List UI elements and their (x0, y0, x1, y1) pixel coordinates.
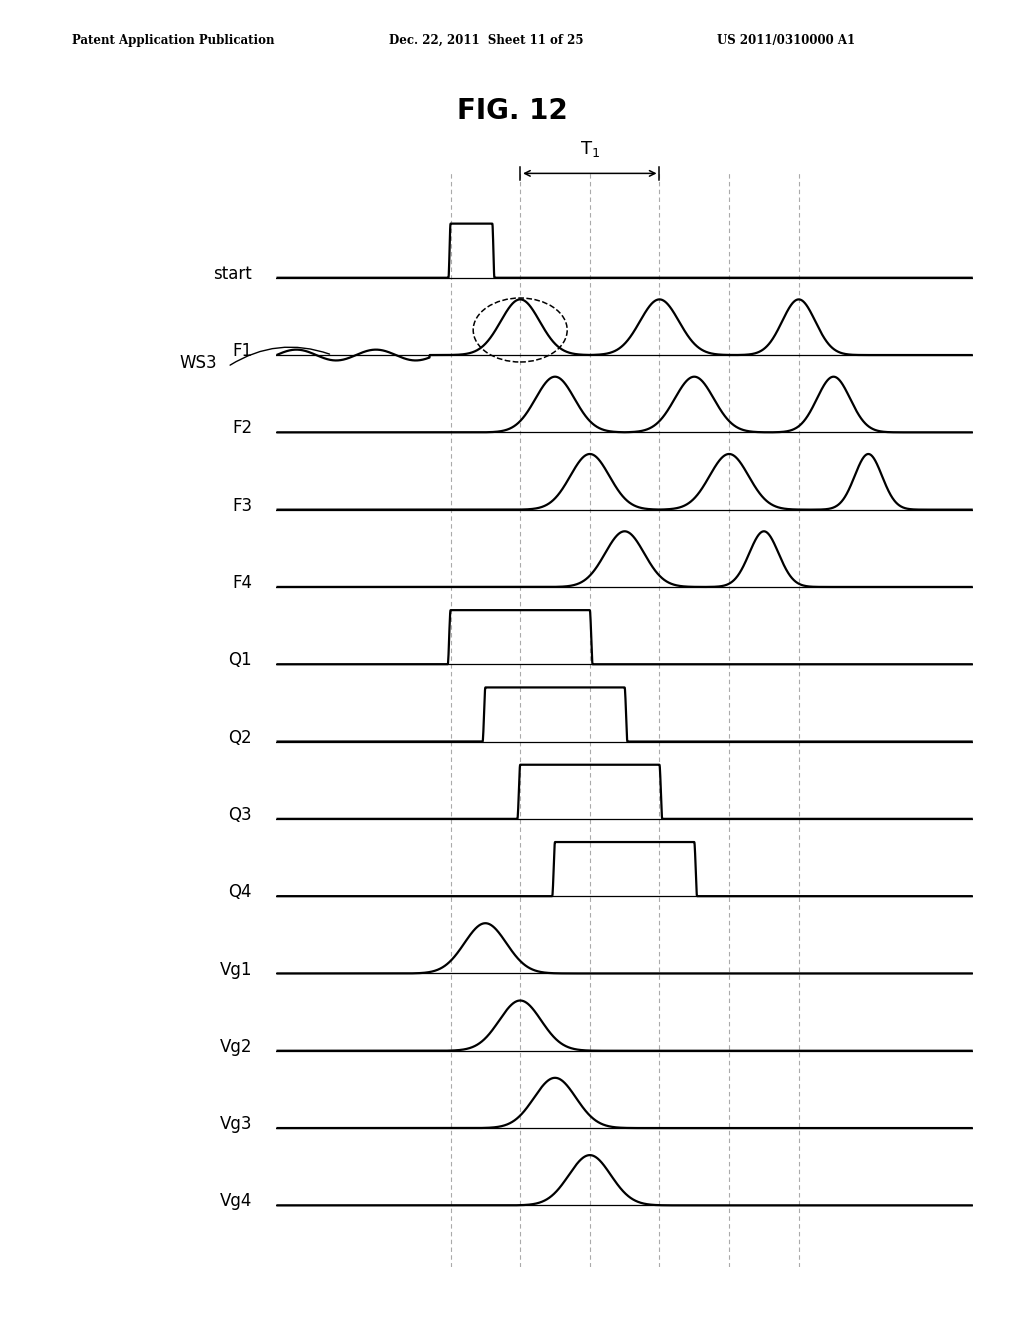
Text: Q1: Q1 (228, 651, 252, 669)
Text: start: start (213, 265, 252, 282)
Text: Vg4: Vg4 (220, 1192, 252, 1210)
Text: Q4: Q4 (228, 883, 252, 902)
Text: FIG. 12: FIG. 12 (457, 96, 567, 125)
Text: F3: F3 (232, 496, 252, 515)
Text: Q3: Q3 (228, 807, 252, 824)
Text: Vg1: Vg1 (219, 961, 252, 978)
Text: T$_1$: T$_1$ (580, 140, 600, 160)
Text: US 2011/0310000 A1: US 2011/0310000 A1 (717, 33, 855, 46)
Text: F1: F1 (232, 342, 252, 360)
Text: F2: F2 (232, 420, 252, 437)
Text: Q2: Q2 (228, 729, 252, 747)
Text: Patent Application Publication: Patent Application Publication (72, 33, 274, 46)
Text: Dec. 22, 2011  Sheet 11 of 25: Dec. 22, 2011 Sheet 11 of 25 (389, 33, 584, 46)
Text: F4: F4 (232, 574, 252, 593)
Text: Vg3: Vg3 (219, 1115, 252, 1133)
Text: WS3: WS3 (179, 354, 217, 372)
Text: Vg2: Vg2 (219, 1038, 252, 1056)
